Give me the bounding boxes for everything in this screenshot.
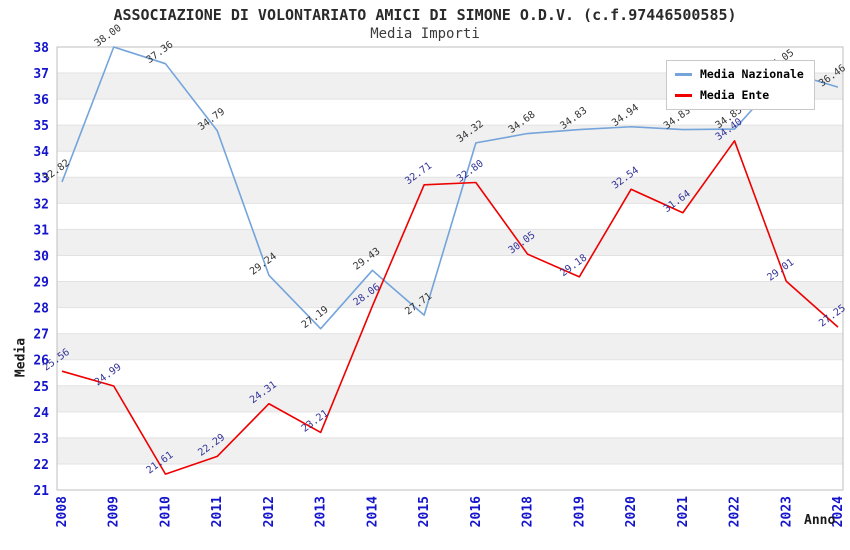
y-tick-label: 32: [33, 197, 49, 212]
point-label-media-nazionale: 38.00: [93, 23, 124, 50]
plot-border: [56, 46, 844, 491]
plot-band: [57, 463, 843, 490]
x-tick-label: 2012: [262, 496, 277, 527]
plot-band: [57, 177, 843, 204]
x-tick-label: 2023: [779, 496, 794, 527]
y-tick-label: 25: [33, 380, 49, 395]
legend-item-media-ente: Media Ente: [675, 88, 804, 102]
x-tick-label: 2011: [210, 496, 225, 527]
plot-band: [57, 203, 843, 230]
y-tick-label: 35: [33, 119, 49, 134]
x-tick-label: 2021: [676, 496, 691, 527]
x-tick-label: 2019: [572, 496, 587, 527]
y-tick-label: 21: [33, 484, 49, 499]
plot-band: [57, 307, 843, 334]
media-nazionale-line-swatch-icon: [675, 72, 692, 76]
x-tick-label: 2020: [624, 496, 639, 527]
y-tick-label: 29: [33, 276, 49, 291]
x-tick-label: 2022: [728, 496, 743, 527]
legend-label: Media Nazionale: [700, 67, 804, 81]
plot-band: [57, 359, 843, 386]
plot-band: [57, 385, 843, 412]
y-tick-label: 31: [33, 223, 49, 238]
y-tick-label: 37: [33, 67, 49, 82]
x-tick-label: 2008: [55, 496, 70, 527]
chart-title: ASSOCIAZIONE DI VOLONTARIATO AMICI DI SI…: [113, 6, 737, 24]
plot-band: [57, 437, 843, 464]
x-tick-label: 2013: [314, 496, 329, 527]
x-tick-label: 2016: [469, 496, 484, 527]
y-tick-label: 27: [33, 328, 49, 343]
plot-band: [57, 255, 843, 282]
legend-item-media-nazionale: Media Nazionale: [675, 67, 804, 81]
y-axis-title: Media: [13, 337, 29, 378]
media-ente-line-swatch-icon: [675, 93, 692, 97]
x-tick-label: 2018: [521, 496, 536, 527]
x-axis-title: Anno: [804, 513, 836, 528]
y-tick-label: 26: [33, 354, 49, 369]
x-tick-label: 2014: [365, 496, 380, 527]
y-tick-label: 23: [33, 432, 49, 447]
y-tick-label: 24: [33, 406, 49, 421]
plot-band: [57, 229, 843, 256]
y-tick-label: 30: [33, 249, 49, 264]
y-tick-label: 36: [33, 93, 49, 108]
legend-label: Media Ente: [700, 88, 770, 102]
series-line-media-nazionale: [61, 46, 839, 330]
y-tick-label: 33: [33, 171, 49, 186]
x-tick-label: 2010: [158, 496, 173, 527]
chart-legend: Media Nazionale Media Ente: [666, 60, 815, 110]
chart-subtitle: Media Importi: [370, 26, 480, 42]
series-line-media-ente: [61, 140, 839, 475]
y-tick-label: 38: [33, 41, 49, 56]
y-tick-label: 34: [33, 145, 49, 160]
x-tick-label: 2024: [831, 496, 846, 527]
plot-band: [57, 333, 843, 360]
y-tick-label: 22: [33, 458, 49, 473]
x-tick-label: 2015: [417, 496, 432, 527]
plot-band: [57, 411, 843, 438]
x-tick-label: 2009: [107, 496, 122, 527]
plot-band: [57, 281, 843, 308]
y-tick-label: 28: [33, 302, 49, 317]
